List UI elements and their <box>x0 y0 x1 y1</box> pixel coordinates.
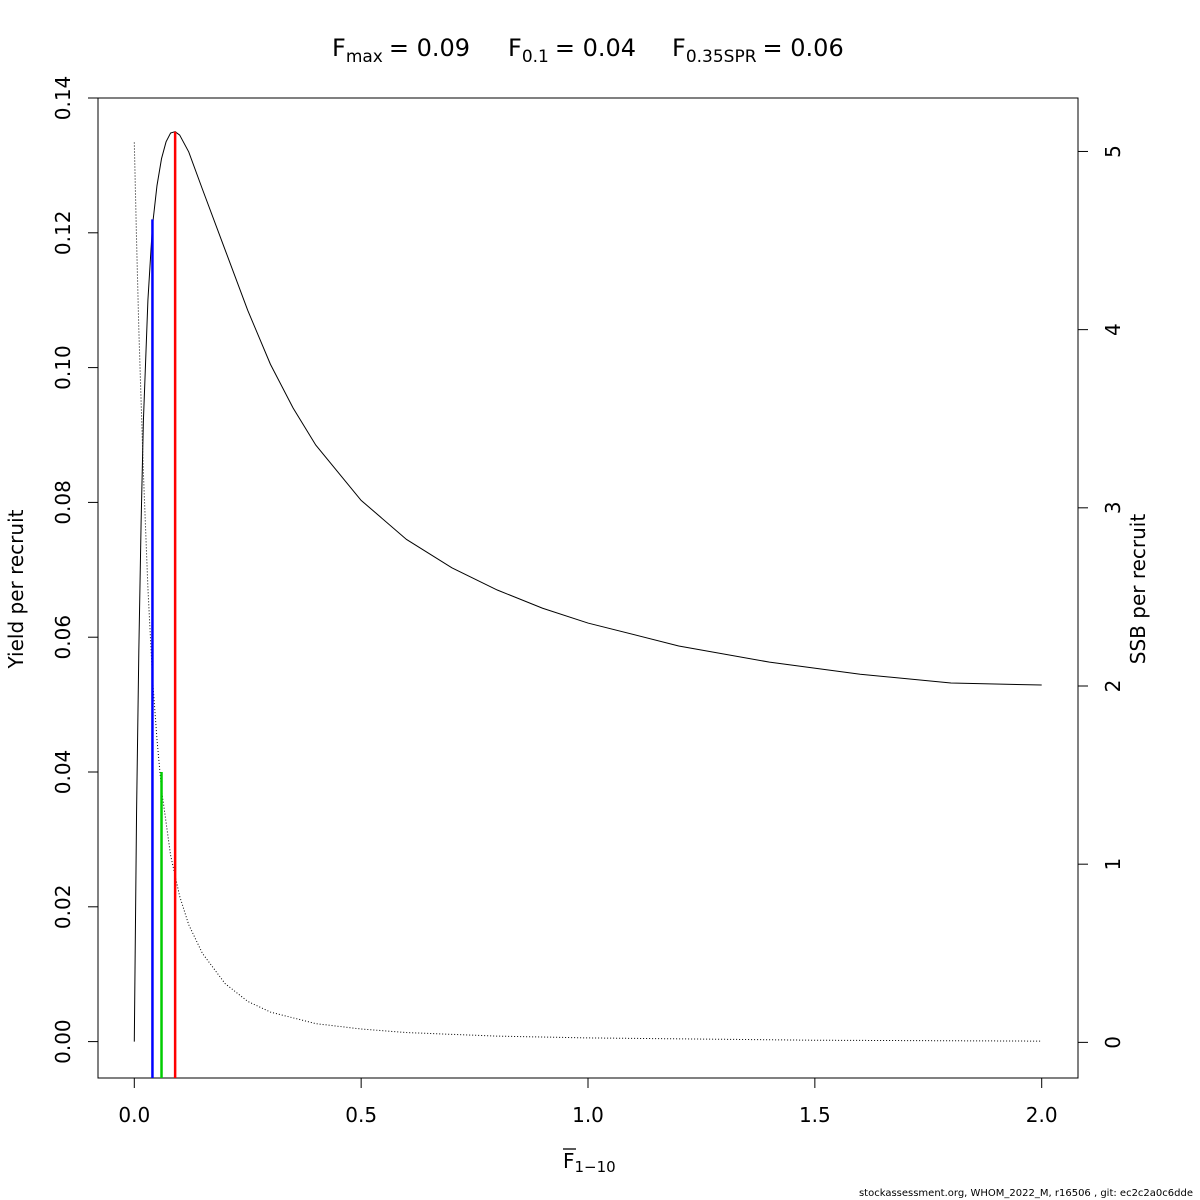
footer-text: stockassessment.org, WHOM_2022_M, r16506… <box>859 1188 1193 1199</box>
y2-tick-label: 4 <box>1101 323 1125 336</box>
y2-tick-label: 0 <box>1101 1036 1125 1049</box>
y-tick-label: 0.02 <box>51 885 75 930</box>
title-f01: F0.1 = 0.04 <box>508 34 636 67</box>
y-tick-label: 0.14 <box>51 76 75 121</box>
y-axis-right: 0 1 2 3 4 5 <box>1077 145 1125 1049</box>
y2-axis-label: SSB per recruit <box>1126 514 1150 665</box>
title-fmax: Fmax = 0.09 <box>332 34 470 67</box>
x-axis-label: F1−10 <box>563 1148 616 1176</box>
x-tick-label: 1.5 <box>799 1103 831 1127</box>
title-fspr: F0.35SPR = 0.06 <box>672 34 844 67</box>
y-tick-label: 0.04 <box>51 750 75 795</box>
y2-tick-label: 2 <box>1101 680 1125 693</box>
y-tick-label: 0.06 <box>51 615 75 660</box>
y-tick-label: 0.08 <box>51 480 75 525</box>
y-axis-left: 0.00 0.02 0.04 0.06 0.08 0.10 0.12 0.14 <box>51 76 99 1064</box>
ssb-per-recruit-line <box>133 142 1042 1042</box>
y-tick-label: 0.00 <box>51 1019 75 1064</box>
x-tick-label: 0.5 <box>345 1103 377 1127</box>
y2-tick-label: 5 <box>1101 145 1125 158</box>
y2-tick-label: 3 <box>1101 501 1125 514</box>
yield-per-recruit-line <box>133 131 1042 1042</box>
series-layer <box>133 131 1042 1042</box>
x-tick-label: 0.0 <box>118 1103 150 1127</box>
plot-frame <box>97 97 1079 1079</box>
reference-lines <box>151 131 177 1078</box>
svg-text:F1−10: F1−10 <box>563 1149 616 1176</box>
y-axis-label: Yield per recruit <box>4 509 28 669</box>
y-tick-label: 0.12 <box>51 211 75 256</box>
x-tick-label: 2.0 <box>1026 1103 1058 1127</box>
chart-title: Fmax = 0.09 F0.1 = 0.04 F0.35SPR = 0.06 <box>332 34 844 67</box>
x-axis: 0.0 0.5 1.0 1.5 2.0 <box>118 1077 1058 1127</box>
y-tick-label: 0.10 <box>51 345 75 390</box>
x-axis-label-base: F <box>563 1149 575 1173</box>
x-axis-label-sub: 1−10 <box>575 1158 616 1176</box>
x-tick-label: 1.0 <box>572 1103 604 1127</box>
y2-tick-label: 1 <box>1101 858 1125 871</box>
